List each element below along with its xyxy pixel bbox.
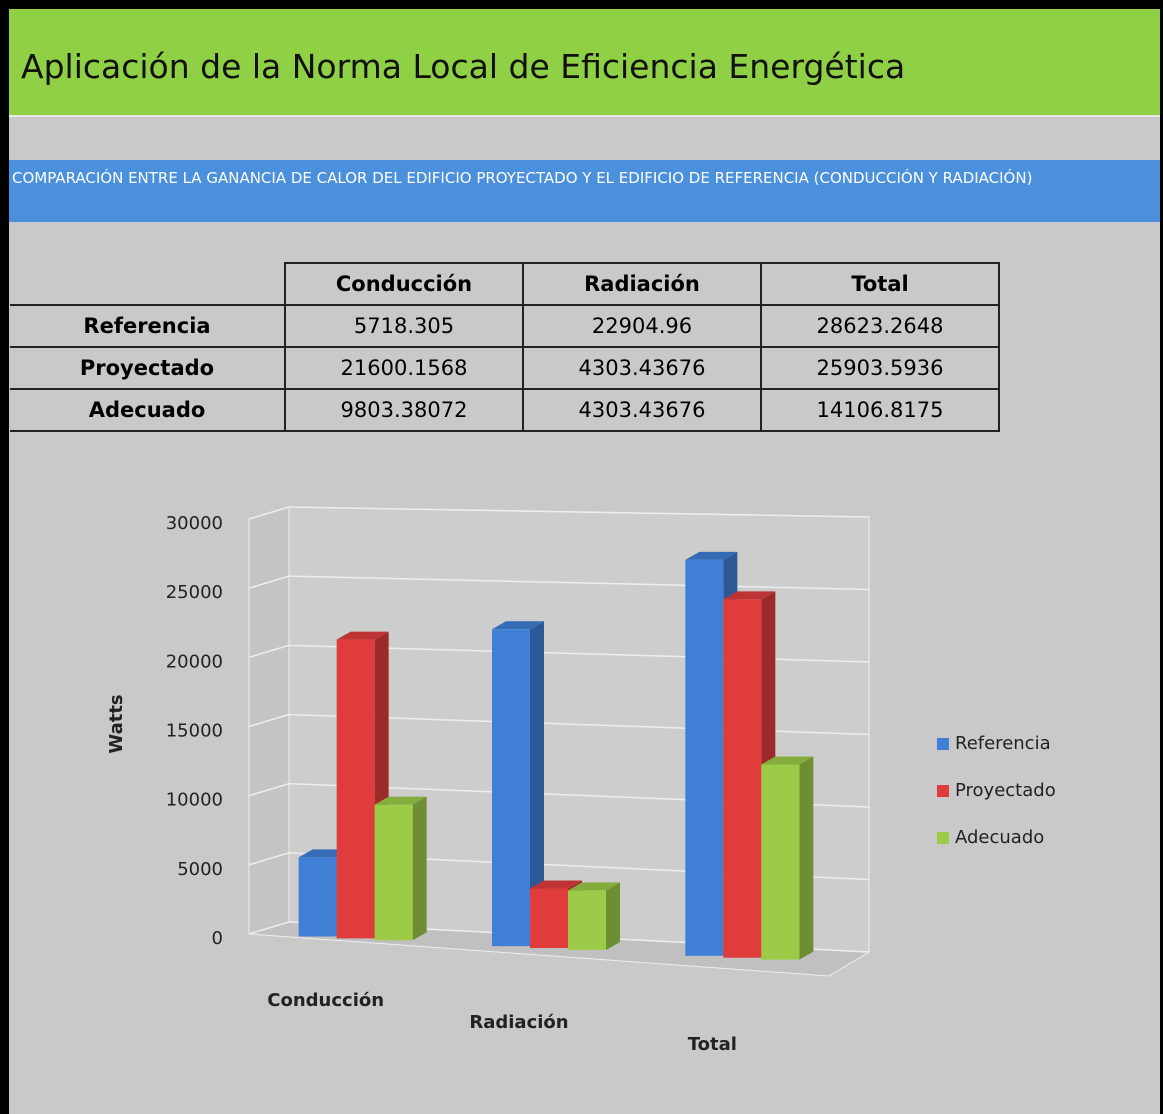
bar-top <box>492 621 544 630</box>
table-row: Referencia 5718.305 22904.96 28623.2648 <box>10 304 1000 348</box>
header: Aplicación de la Norma Local de Eficienc… <box>9 9 1160 117</box>
bar-top <box>568 882 620 891</box>
y-tick-label: 0 <box>212 928 223 949</box>
bar <box>298 857 337 937</box>
row-label: Referencia <box>10 304 286 348</box>
bar <box>568 890 606 950</box>
table-row: Adecuado 9803.38072 4303.43676 14106.8175 <box>10 388 1000 432</box>
bar-top <box>374 796 427 805</box>
data-table: Conducción Radiación Total Referencia 571… <box>10 262 1000 432</box>
table-cell: 25903.5936 <box>760 346 1000 390</box>
bar-side <box>530 621 544 947</box>
bar-top <box>336 631 389 640</box>
x-tick-label: Conducción <box>267 990 384 1011</box>
grid-line <box>248 506 290 520</box>
grid-line <box>248 575 290 589</box>
table-cell: 14106.8175 <box>760 388 1000 432</box>
bar-side <box>606 882 620 950</box>
column-header: Radiación <box>522 262 762 306</box>
table-cell: 9803.38072 <box>284 388 524 432</box>
bar <box>374 804 413 941</box>
bar-side <box>799 756 814 960</box>
legend-label: Adecuado <box>955 827 1044 848</box>
column-header: Total <box>760 262 1000 306</box>
banner-text: COMPARACIÓN ENTRE LA GANANCIA DE CALOR D… <box>12 169 1033 187</box>
y-tick-label: 20000 <box>166 651 223 672</box>
row-label: Proyectado <box>10 346 286 390</box>
y-tick-label: 15000 <box>166 721 223 742</box>
table-row: Proyectado 21600.1568 4303.43676 25903.5936 <box>10 346 1000 390</box>
row-label: Adecuado <box>10 388 286 432</box>
bar-side <box>412 796 427 941</box>
bar-top <box>723 591 776 600</box>
chart: 0 5000 10000 15000 20000 25000 30000 Watts Condu… <box>106 506 1056 1055</box>
bar-top <box>530 880 582 889</box>
legend-swatch <box>937 738 949 750</box>
y-tick-label: 25000 <box>166 582 223 603</box>
grid-line <box>288 575 870 591</box>
bar-top <box>761 756 814 765</box>
y-tick-label: 10000 <box>166 790 223 811</box>
legend-swatch <box>937 785 949 797</box>
grid-line <box>248 921 290 935</box>
column-header: Conducción <box>284 262 524 306</box>
table-cell: 4303.43676 <box>522 346 762 390</box>
legend-swatch <box>937 832 949 844</box>
x-tick-label: Radiación <box>469 1012 568 1033</box>
table-cell: 5718.305 <box>284 304 524 348</box>
grid-line <box>248 852 290 866</box>
bar <box>492 629 530 947</box>
table-cell: 22904.96 <box>522 304 762 348</box>
table-cell: 4303.43676 <box>522 388 762 432</box>
grid-line <box>288 506 870 518</box>
legend-label: Referencia <box>955 733 1051 754</box>
y-tick-label: 30000 <box>166 513 223 534</box>
x-tick-label: Total <box>688 1034 737 1055</box>
corner <box>10 263 285 306</box>
legend-label: Proyectado <box>955 780 1056 801</box>
banner: COMPARACIÓN ENTRE LA GANANCIA DE CALOR D… <box>9 160 1160 222</box>
bar <box>761 764 800 960</box>
bar-top <box>685 551 738 560</box>
bar <box>685 559 724 956</box>
bar <box>723 599 762 958</box>
title: Aplicación de la Norma Local de Eficienc… <box>21 47 906 86</box>
grid-line <box>248 713 290 728</box>
bar <box>336 639 375 939</box>
y-tick-label: 5000 <box>177 859 223 880</box>
bar <box>530 888 568 949</box>
table-cell: 28623.2648 <box>760 304 1000 348</box>
grid-line <box>248 782 290 797</box>
y-axis-label: Watts <box>106 694 127 753</box>
header-row: Conducción Radiación Total <box>10 262 1000 306</box>
grid-line <box>248 644 290 659</box>
table-cell: 21600.1568 <box>284 346 524 390</box>
